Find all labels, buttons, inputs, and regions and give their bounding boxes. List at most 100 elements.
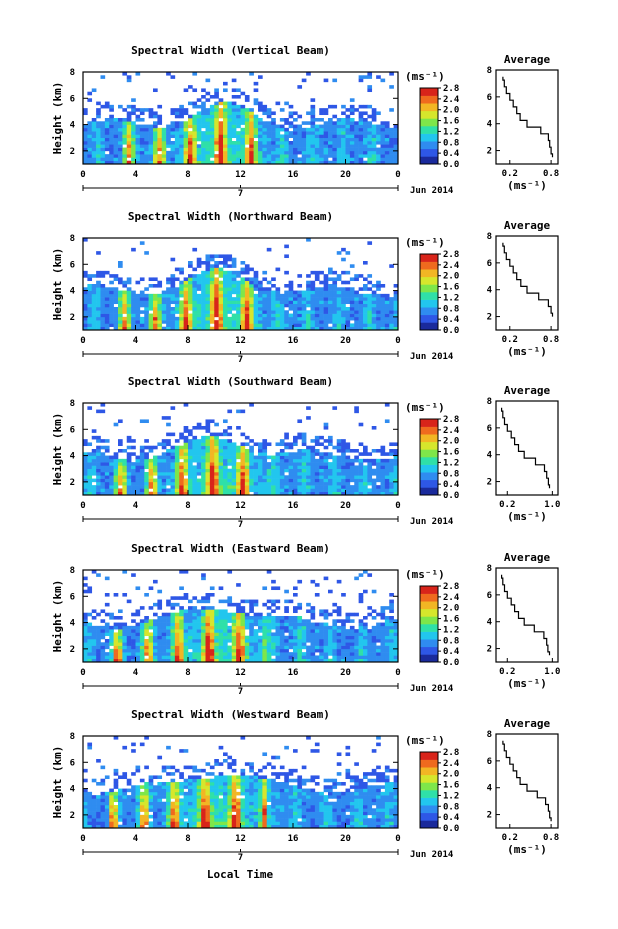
heatmap-cell	[240, 134, 246, 139]
heatmap-cell	[104, 488, 110, 493]
heatmap-cell	[161, 316, 167, 321]
heatmap-cell	[118, 442, 123, 447]
average-y-tick-label: 2	[487, 313, 492, 323]
heatmap-cell	[345, 458, 351, 463]
heatmap-cell	[371, 300, 377, 305]
heatmap-cell	[363, 313, 368, 318]
heatmap-cell	[284, 293, 289, 298]
heatmap-cell	[122, 141, 128, 145]
heatmap-cell	[131, 798, 136, 803]
heatmap-cell	[183, 455, 189, 460]
heatmap-cell	[249, 320, 254, 324]
heatmap-cell	[135, 323, 141, 328]
heatmap-cell	[371, 629, 377, 633]
heatmap-cell	[192, 323, 198, 328]
heatmap-cell	[393, 658, 399, 663]
heatmap-cell	[170, 326, 176, 331]
heatmap-cell	[306, 629, 311, 633]
heatmap-cell	[113, 778, 119, 783]
heatmap-cell	[161, 310, 167, 314]
heatmap-cell	[157, 629, 163, 633]
heatmap-cell	[266, 320, 272, 324]
heatmap-cell	[240, 625, 246, 630]
heatmap-cell	[293, 642, 298, 646]
heatmap-cell	[214, 465, 219, 470]
heatmap-cell	[122, 108, 128, 112]
heatmap-cell	[87, 491, 93, 496]
heatmap-cell	[310, 465, 316, 470]
average-x-tick-label: 0.2	[502, 335, 518, 345]
heatmap-cell	[161, 458, 167, 463]
heatmap-cell	[148, 150, 154, 155]
heatmap-cell	[218, 134, 224, 139]
heatmap-cell	[118, 788, 123, 793]
heatmap-cell	[363, 635, 368, 640]
heatmap-cell	[279, 157, 285, 162]
heatmap-cell	[240, 127, 246, 132]
heatmap-cell	[284, 465, 289, 470]
heatmap-cell	[258, 442, 263, 447]
heatmap-cell	[113, 141, 119, 145]
heatmap-cell	[196, 652, 202, 656]
heatmap-cell	[144, 616, 149, 620]
x-tick-label: 4	[133, 501, 139, 511]
heatmap-cell	[118, 795, 123, 799]
heatmap-cell	[227, 599, 233, 604]
heatmap-cell	[332, 104, 338, 109]
heatmap-cell	[376, 326, 381, 331]
heatmap-cell	[192, 596, 198, 600]
heatmap-cell	[363, 629, 368, 633]
heatmap-cell	[201, 160, 206, 165]
heatmap-cell	[240, 481, 246, 486]
heatmap-cell	[170, 257, 176, 262]
heatmap-cell	[153, 88, 158, 93]
heatmap-cell	[170, 472, 176, 476]
heatmap-cell	[236, 629, 241, 633]
heatmap-cell	[266, 632, 272, 637]
heatmap-cell	[301, 313, 307, 318]
heatmap-cell	[354, 645, 359, 650]
heatmap-cell	[258, 635, 263, 640]
heatmap-cell	[332, 481, 338, 486]
heatmap-cell	[126, 124, 132, 129]
heatmap-cell	[380, 609, 386, 614]
heatmap-cell	[358, 645, 364, 650]
heatmap-cell	[244, 435, 250, 440]
heatmap-cell	[231, 478, 237, 483]
heatmap-cell	[293, 635, 298, 640]
heatmap-cell	[393, 619, 399, 623]
heatmap-cell	[122, 280, 128, 285]
average-y-tick-label: 4	[487, 451, 493, 461]
heatmap-cell	[170, 458, 176, 463]
heatmap-cell	[275, 101, 281, 106]
heatmap-cell	[122, 635, 128, 640]
heatmap-cell	[297, 150, 303, 155]
heatmap-cell	[349, 645, 355, 650]
heatmap-cell	[354, 293, 359, 298]
heatmap-cell	[328, 121, 333, 125]
heatmap-cell	[179, 267, 184, 272]
heatmap-cell	[218, 316, 224, 321]
heatmap-cell	[223, 491, 228, 496]
heatmap-cell	[131, 632, 136, 637]
heatmap-cell	[258, 652, 263, 656]
heatmap-cell	[83, 481, 88, 486]
heatmap-cell	[271, 462, 276, 466]
colorbar-segment	[420, 464, 438, 473]
heatmap-cell	[188, 320, 193, 324]
heatmap-cell	[314, 300, 320, 305]
heatmap-cell	[100, 658, 106, 663]
heatmap-cell	[328, 639, 333, 643]
heatmap-cell	[393, 639, 399, 643]
heatmap-cell	[284, 297, 289, 301]
heatmap-cell	[310, 300, 316, 305]
heatmap-cell	[279, 310, 285, 314]
heatmap-cell	[170, 316, 176, 321]
heatmap-cell	[363, 632, 368, 637]
heatmap-cell	[157, 310, 163, 314]
heatmap-cell	[227, 144, 233, 148]
heatmap-cell	[192, 612, 198, 617]
heatmap-cell	[188, 622, 193, 627]
heatmap-cell	[196, 313, 202, 318]
heatmap-cell	[279, 144, 285, 148]
